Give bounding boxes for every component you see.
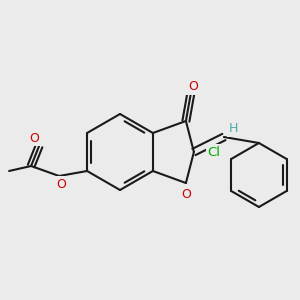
Text: O: O <box>188 80 198 94</box>
Text: O: O <box>181 188 191 202</box>
Text: H: H <box>229 122 239 136</box>
Text: Cl: Cl <box>208 146 221 158</box>
Text: O: O <box>29 131 39 145</box>
Text: O: O <box>56 178 66 190</box>
